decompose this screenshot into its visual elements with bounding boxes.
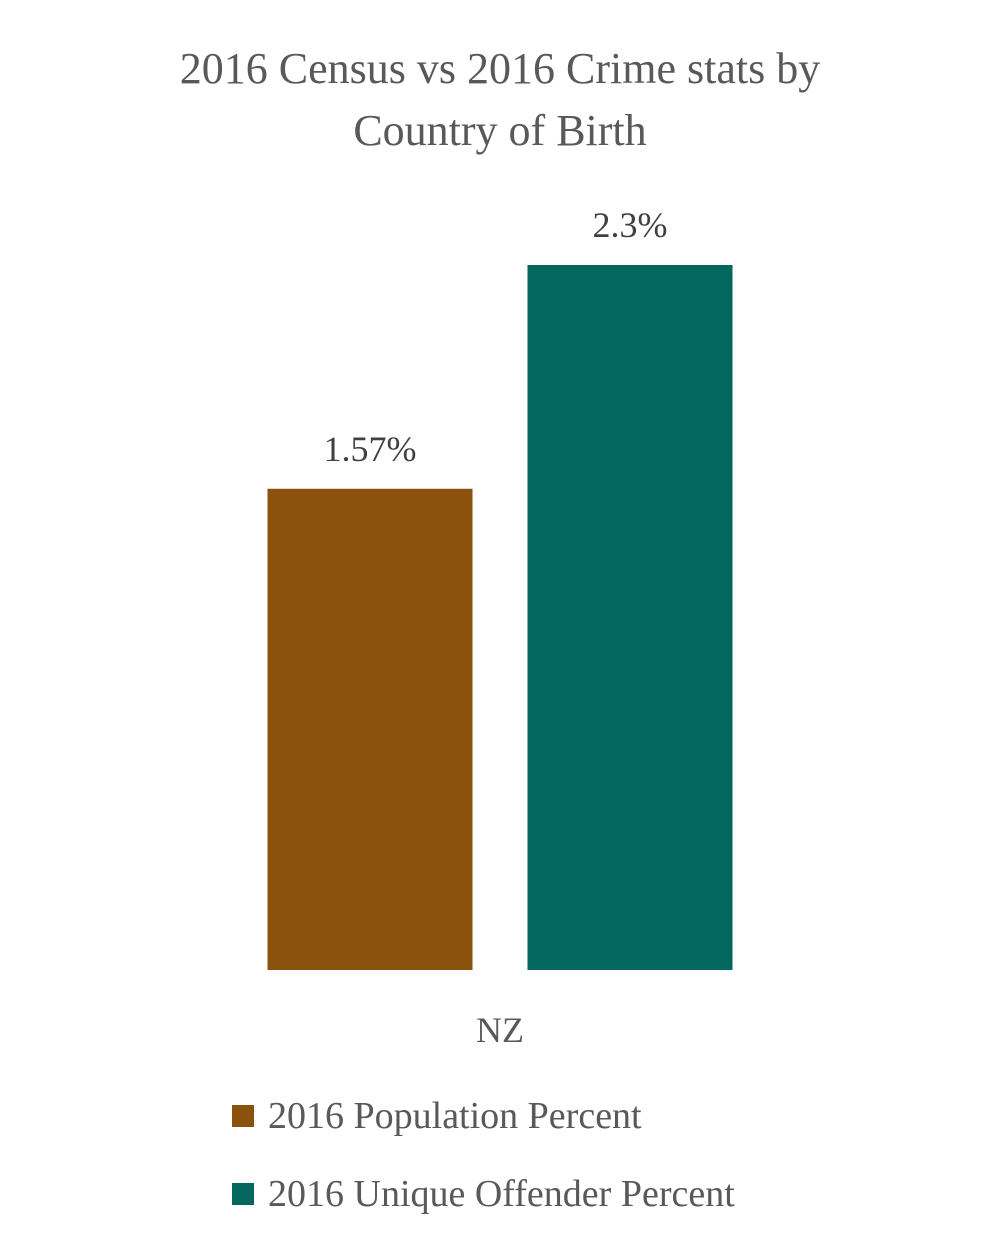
chart-title-line-1: 2016 Census vs 2016 Crime stats by bbox=[179, 44, 821, 93]
data-label-nz-series-1: 2.3% bbox=[593, 205, 668, 245]
legend-swatch-population bbox=[232, 1105, 254, 1127]
chart-title-line-2: Country of Birth bbox=[353, 106, 647, 155]
legend-item-population: 2016 Population Percent bbox=[232, 1088, 735, 1144]
legend-swatch-offender bbox=[232, 1183, 254, 1205]
legend-item-offender: 2016 Unique Offender Percent bbox=[232, 1166, 735, 1222]
bar-nz-series-0 bbox=[267, 488, 473, 970]
legend-label-population: 2016 Population Percent bbox=[268, 1095, 642, 1137]
data-label-nz-series-0: 1.57% bbox=[324, 429, 417, 469]
bar-nz-series-1 bbox=[527, 265, 733, 970]
chart-title: 2016 Census vs 2016 Crime stats by Count… bbox=[0, 38, 1000, 162]
legend-label-offender: 2016 Unique Offender Percent bbox=[268, 1173, 735, 1215]
plot-area: 1.57% 2.3% NZ bbox=[267, 205, 733, 1050]
legend: 2016 Population Percent 2016 Unique Offe… bbox=[232, 1088, 735, 1244]
category-label-nz: NZ bbox=[476, 1010, 524, 1050]
